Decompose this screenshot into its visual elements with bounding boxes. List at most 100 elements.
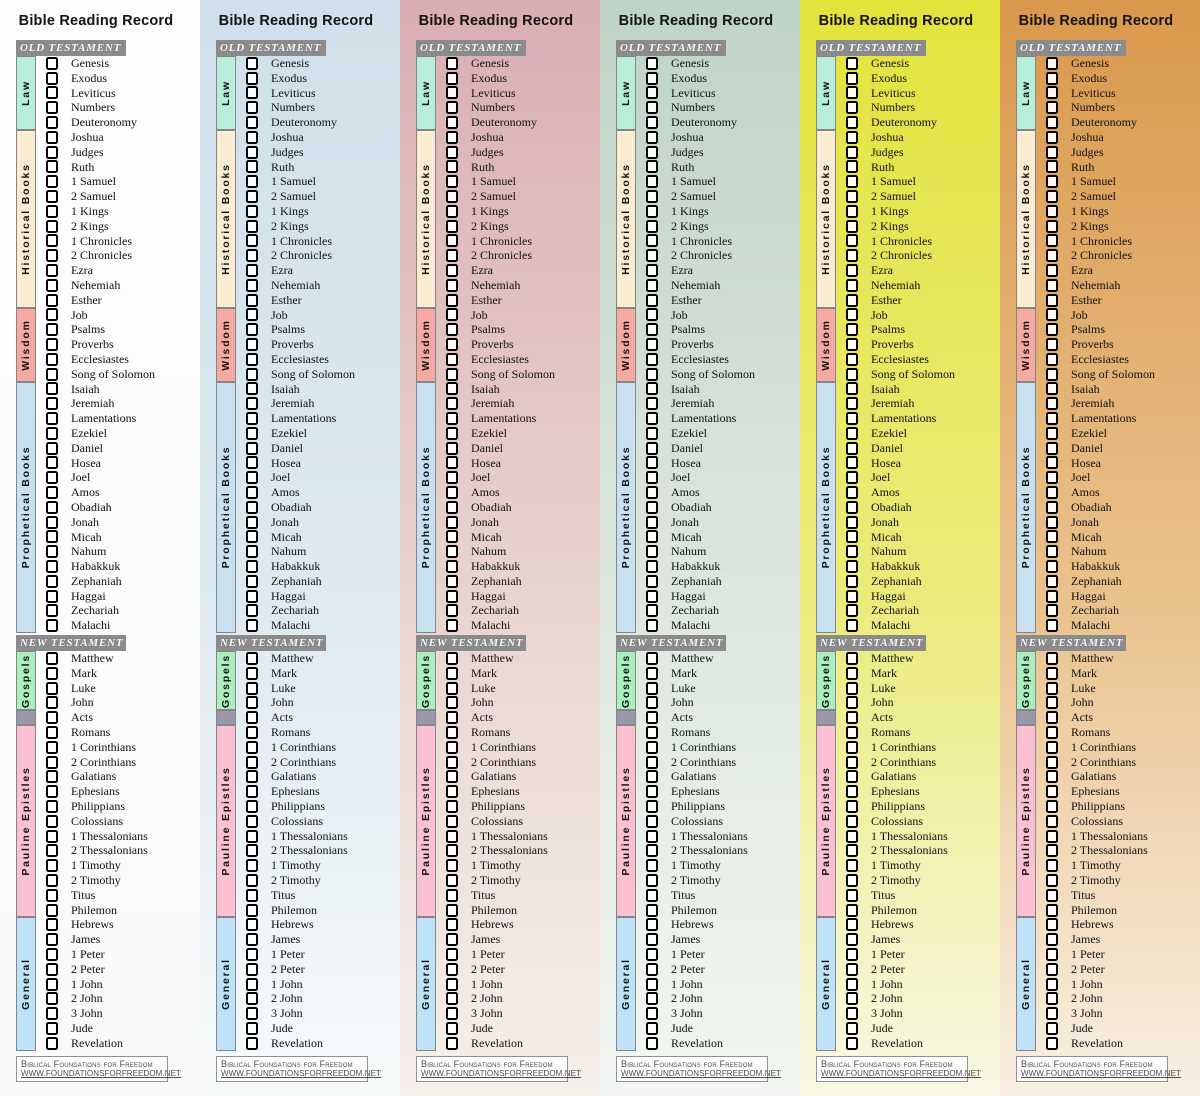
book-checkbox[interactable] (246, 486, 258, 499)
book-checkbox[interactable] (846, 873, 858, 887)
book-checkbox[interactable] (246, 397, 258, 411)
book-checkbox[interactable] (646, 397, 658, 411)
book-checkbox[interactable] (846, 426, 858, 440)
book-checkbox[interactable] (646, 130, 658, 144)
book-checkbox[interactable] (246, 559, 258, 573)
book-checkbox[interactable] (246, 947, 258, 961)
book-checkbox[interactable] (446, 574, 458, 588)
book-checkbox[interactable] (646, 323, 658, 337)
book-checkbox[interactable] (1046, 530, 1058, 544)
book-checkbox[interactable] (646, 441, 658, 455)
book-checkbox[interactable] (246, 651, 258, 665)
book-checkbox[interactable] (446, 190, 458, 204)
book-checkbox[interactable] (846, 755, 858, 769)
book-checkbox[interactable] (646, 740, 658, 754)
book-checkbox[interactable] (846, 293, 858, 307)
book-checkbox[interactable] (246, 56, 258, 70)
book-checkbox[interactable] (246, 1007, 258, 1021)
book-checkbox[interactable] (46, 278, 58, 292)
book-checkbox[interactable] (246, 545, 258, 559)
book-checkbox[interactable] (246, 604, 258, 618)
book-checkbox[interactable] (446, 441, 458, 455)
book-checkbox[interactable] (246, 145, 258, 159)
book-checkbox[interactable] (446, 515, 458, 529)
book-checkbox[interactable] (446, 56, 458, 70)
book-checkbox[interactable] (46, 71, 58, 85)
book-checkbox[interactable] (46, 382, 58, 396)
book-checkbox[interactable] (46, 204, 58, 218)
book-checkbox[interactable] (246, 160, 258, 174)
book-checkbox[interactable] (1046, 1036, 1058, 1050)
book-checkbox[interactable] (1046, 574, 1058, 588)
book-checkbox[interactable] (246, 338, 258, 352)
book-checkbox[interactable] (246, 412, 258, 426)
book-checkbox[interactable] (46, 725, 58, 739)
book-checkbox[interactable] (46, 545, 58, 559)
book-checkbox[interactable] (846, 175, 858, 189)
book-checkbox[interactable] (646, 873, 658, 887)
book-checkbox[interactable] (846, 559, 858, 573)
book-checkbox[interactable] (46, 681, 58, 695)
book-checkbox[interactable] (46, 888, 58, 902)
book-checkbox[interactable] (1046, 352, 1058, 366)
book-checkbox[interactable] (1046, 471, 1058, 485)
book-checkbox[interactable] (1046, 160, 1058, 174)
book-checkbox[interactable] (46, 814, 58, 828)
book-checkbox[interactable] (846, 992, 858, 1006)
book-checkbox[interactable] (246, 681, 258, 695)
book-checkbox[interactable] (846, 397, 858, 411)
book-checkbox[interactable] (446, 471, 458, 485)
book-checkbox[interactable] (646, 352, 658, 366)
book-checkbox[interactable] (1046, 619, 1058, 633)
book-checkbox[interactable] (446, 293, 458, 307)
book-checkbox[interactable] (446, 651, 458, 665)
book-checkbox[interactable] (1046, 382, 1058, 396)
book-checkbox[interactable] (46, 86, 58, 100)
book-checkbox[interactable] (46, 234, 58, 248)
book-checkbox[interactable] (646, 574, 658, 588)
book-checkbox[interactable] (46, 873, 58, 887)
book-checkbox[interactable] (646, 589, 658, 603)
book-checkbox[interactable] (1046, 426, 1058, 440)
book-checkbox[interactable] (646, 785, 658, 799)
book-checkbox[interactable] (446, 696, 458, 710)
book-checkbox[interactable] (446, 1036, 458, 1050)
book-checkbox[interactable] (846, 219, 858, 233)
book-checkbox[interactable] (646, 101, 658, 115)
book-checkbox[interactable] (446, 814, 458, 828)
book-checkbox[interactable] (446, 264, 458, 278)
book-checkbox[interactable] (246, 755, 258, 769)
book-checkbox[interactable] (46, 175, 58, 189)
book-checkbox[interactable] (446, 101, 458, 115)
book-checkbox[interactable] (46, 666, 58, 680)
book-checkbox[interactable] (846, 471, 858, 485)
book-checkbox[interactable] (846, 145, 858, 159)
book-checkbox[interactable] (46, 933, 58, 947)
book-checkbox[interactable] (646, 933, 658, 947)
book-checkbox[interactable] (46, 962, 58, 976)
book-checkbox[interactable] (246, 323, 258, 337)
book-checkbox[interactable] (1046, 814, 1058, 828)
book-checkbox[interactable] (646, 903, 658, 917)
book-checkbox[interactable] (846, 308, 858, 322)
book-checkbox[interactable] (446, 116, 458, 130)
book-checkbox[interactable] (646, 992, 658, 1006)
book-checkbox[interactable] (446, 352, 458, 366)
book-checkbox[interactable] (846, 382, 858, 396)
book-checkbox[interactable] (1046, 338, 1058, 352)
book-checkbox[interactable] (1046, 918, 1058, 932)
book-checkbox[interactable] (1046, 249, 1058, 263)
book-checkbox[interactable] (46, 740, 58, 754)
book-checkbox[interactable] (846, 604, 858, 618)
book-checkbox[interactable] (646, 725, 658, 739)
book-checkbox[interactable] (646, 814, 658, 828)
book-checkbox[interactable] (846, 681, 858, 695)
book-checkbox[interactable] (246, 859, 258, 873)
book-checkbox[interactable] (246, 264, 258, 278)
book-checkbox[interactable] (846, 933, 858, 947)
book-checkbox[interactable] (446, 160, 458, 174)
book-checkbox[interactable] (846, 666, 858, 680)
book-checkbox[interactable] (46, 486, 58, 499)
book-checkbox[interactable] (846, 859, 858, 873)
book-checkbox[interactable] (446, 249, 458, 263)
